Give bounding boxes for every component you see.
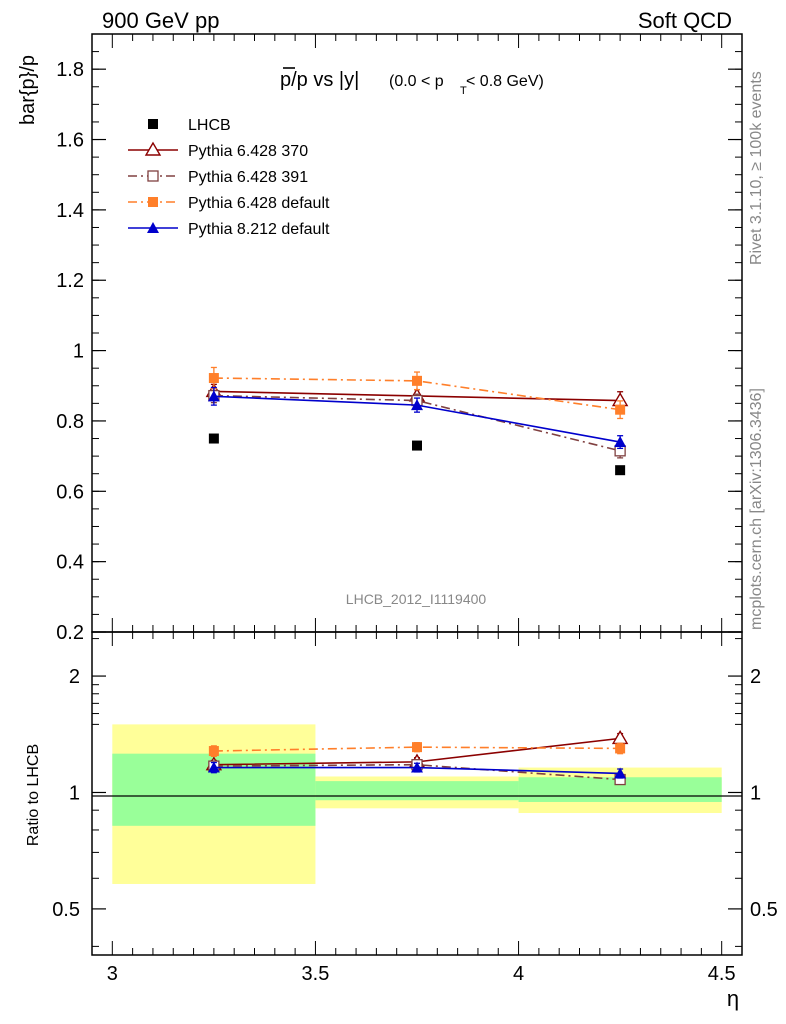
data-point-pythia-8-212-default <box>207 761 220 773</box>
y-tick-label: 1.2 <box>56 270 84 292</box>
legend-label-lhcb: LHCB <box>188 117 231 134</box>
legend-label-pythia-6-428-391: Pythia 6.428 391 <box>188 169 308 186</box>
legend-marker-pythia-6-428-391 <box>147 170 159 182</box>
series-pythia-8-212-default <box>207 386 627 450</box>
x-tick-label: 4.5 <box>708 963 736 985</box>
data-point-pythia-6-428-default <box>208 746 219 757</box>
x-axis-label: η <box>727 986 739 1011</box>
data-point-pythia-6-428-default <box>208 373 219 384</box>
legend-label-pythia-6-428-370: Pythia 6.428 370 <box>188 143 308 160</box>
series-pythia-6-428-default <box>208 366 626 420</box>
title-cut-sub: T <box>460 85 467 97</box>
main-plot-panel: 0.2 0.4 0.6 0.8 1 1.2 1.4 1.6 1.8 bar{p}/p p/p v… <box>17 33 743 644</box>
ratio-plot-panel: 0.5 0.5 1 1 2 2 3 3.5 4 4.5 Ratio to LHCB η <box>25 631 778 1011</box>
y-tick-label: 1.4 <box>56 200 84 222</box>
ratio-y-tick-label-right: 0.5 <box>750 899 778 921</box>
x-tick-label: 3 <box>107 963 118 985</box>
series-pythia-6-428-default <box>208 742 626 758</box>
y-tick-label: 0.8 <box>56 411 84 433</box>
legend-marker-pythia-6-428-370 <box>144 141 162 156</box>
data-point-lhcb <box>412 440 422 451</box>
data-point-lhcb <box>208 433 219 444</box>
main-y-axis-label: bar{p}/p <box>17 55 39 125</box>
header-right: Soft QCD <box>638 8 732 33</box>
y-tick-label: 1.6 <box>56 130 84 152</box>
data-point-pythia-8-212-default <box>614 767 627 779</box>
title-main: p/p vs |y| <box>280 69 359 91</box>
ratio-y-tick-label: 2 <box>69 666 80 688</box>
x-tick-label: 4 <box>513 963 524 985</box>
svg-text:p/p vs |y|: p/p vs |y| <box>280 69 359 91</box>
ratio-y-tick-label-right: 2 <box>750 666 761 688</box>
y-tick-label: 0.2 <box>56 622 84 644</box>
main-axis-ticks: 0.2 0.4 0.6 0.8 1 1.2 1.4 1.6 1.8 <box>56 34 742 644</box>
ratio-series-layer <box>205 730 629 786</box>
main-plot-title: p/p vs |y| (0.0 < p T < 0.8 GeV) <box>280 67 544 97</box>
legend-marker-pythia-8-212-default <box>147 222 159 233</box>
legend-label-pythia-6-428-default: Pythia 6.428 default <box>188 195 330 212</box>
y-tick-label: 1 <box>73 341 84 363</box>
data-point-pythia-6-428-default <box>615 404 626 415</box>
title-cut-pre: (0.0 < p <box>389 73 444 90</box>
svg-text:< 0.8 GeV): < 0.8 GeV) <box>466 73 544 90</box>
series-lhcb <box>208 433 626 476</box>
x-tick-label: 3.5 <box>302 963 330 985</box>
ratio-y-tick-label: 0.5 <box>52 899 80 921</box>
source-reference-label: mcplots.cern.ch [arXiv:1306.3436] <box>748 388 765 630</box>
data-point-pythia-6-428-default <box>412 375 422 386</box>
ratio-axis-ticks: 0.5 0.5 1 1 2 2 3 3.5 4 4.5 <box>52 632 778 985</box>
header-left: 900 GeV pp <box>102 8 219 33</box>
band-stat-uncertainty <box>315 781 519 801</box>
y-tick-label: 1.8 <box>56 59 84 81</box>
legend-marker-pythia-6-428-default <box>148 197 158 207</box>
data-point-lhcb <box>615 465 626 476</box>
ratio-y-tick-label-right: 1 <box>750 782 761 804</box>
main-series-layer <box>205 366 629 476</box>
legend: LHCB Pythia 6.428 370 Pythia 6.428 391 Pyth… <box>128 117 330 238</box>
data-point-pythia-6-428-default <box>412 742 422 753</box>
data-point-pythia-6-428-default <box>615 743 626 754</box>
legend-label-pythia-8-212-default: Pythia 8.212 default <box>188 221 330 238</box>
data-point-pythia-8-212-default <box>207 390 220 402</box>
y-tick-label: 0.4 <box>56 552 84 574</box>
svg-text:(0.0 < p: (0.0 < p <box>389 73 444 90</box>
analysis-watermark: LHCB_2012_I1119400 <box>346 591 487 607</box>
data-point-pythia-6-428-370 <box>611 730 629 745</box>
ratio-y-axis-label: Ratio to LHCB <box>25 744 42 846</box>
title-cut-post: < 0.8 GeV) <box>466 73 544 90</box>
legend-marker-lhcb <box>148 119 158 129</box>
ratio-y-tick-label: 1 <box>69 782 80 804</box>
data-point-pythia-8-212-default <box>411 399 423 411</box>
svg-text:T: T <box>460 85 467 97</box>
series-pythia-8-212-default <box>207 761 627 779</box>
rivet-version-label: Rivet 3.1.10, ≥ 100k events <box>748 71 765 265</box>
data-point-pythia-8-212-default <box>614 436 627 448</box>
y-tick-label: 0.6 <box>56 481 84 503</box>
data-point-pythia-8-212-default <box>411 761 423 773</box>
